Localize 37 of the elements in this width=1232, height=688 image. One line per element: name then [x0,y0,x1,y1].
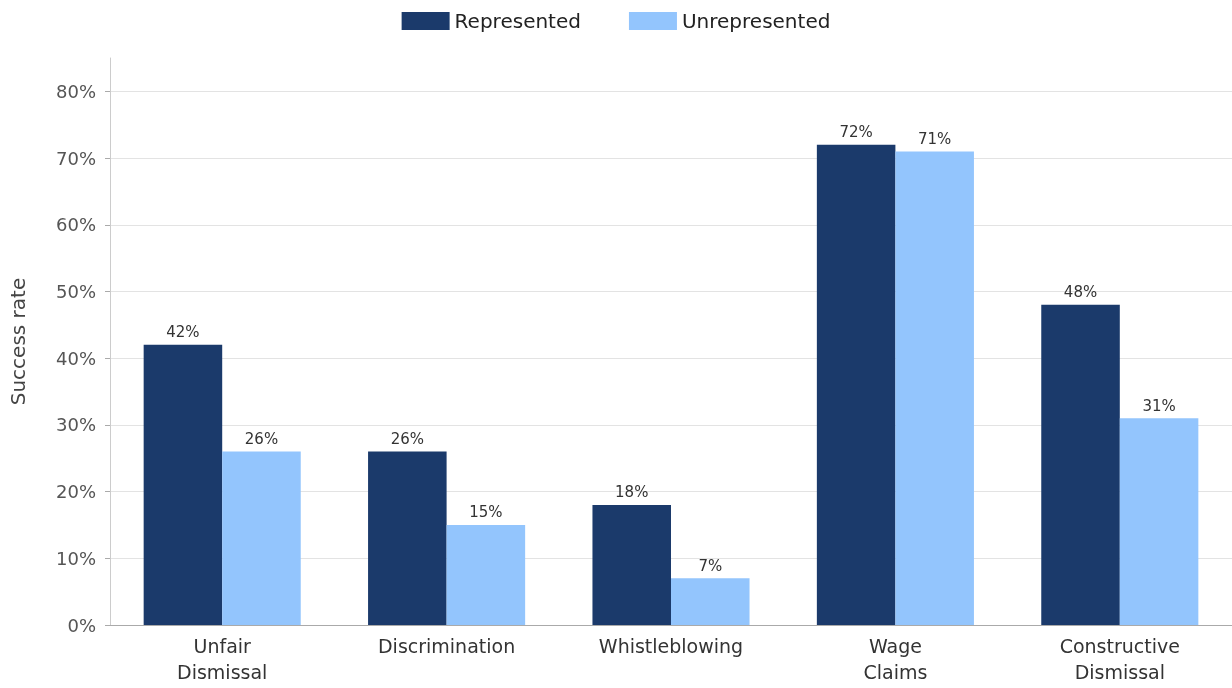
bar [895,151,974,625]
bar [592,504,671,625]
bar [368,451,447,625]
legend-label: Unrepresented [681,9,831,33]
data-label: 26% [390,430,424,449]
legend-label: Represented [454,9,581,33]
data-label: 7% [698,556,723,575]
data-label: 42% [166,323,200,342]
y-tick-label: 50% [55,280,96,302]
data-label: 15% [469,503,503,522]
x-tick-label: Wage Claims [863,635,928,683]
bar [222,451,301,625]
data-label: 31% [1142,396,1176,415]
bar [671,578,750,625]
bar [446,524,526,625]
bar [1119,418,1199,625]
bar [1041,304,1120,625]
x-tick-label: Constructive Dismissal [1059,635,1180,683]
data-label: 26% [244,430,279,449]
y-tick-label: 70% [55,147,96,169]
bar [143,344,223,625]
y-tick-label: 20% [55,481,96,503]
y-tick-label: 10% [55,547,96,569]
data-label: 72% [839,123,873,142]
data-label: 18% [615,483,649,502]
y-tick-label: 40% [55,347,96,369]
x-tick-label: Whistleblowing [598,635,744,657]
y-tick-label: 0% [67,614,96,636]
y-tick-label: 30% [55,414,96,436]
bar [816,144,896,625]
x-tick-label: Unfair Dismissal [177,635,268,683]
y-tick-label: 60% [55,214,96,236]
data-label: 71% [918,129,952,148]
y-tick-label: 80% [55,80,96,102]
data-label: 48% [1063,283,1098,302]
x-tick-label: Discrimination [377,635,516,657]
y-axis-title: Success rate [6,277,30,406]
